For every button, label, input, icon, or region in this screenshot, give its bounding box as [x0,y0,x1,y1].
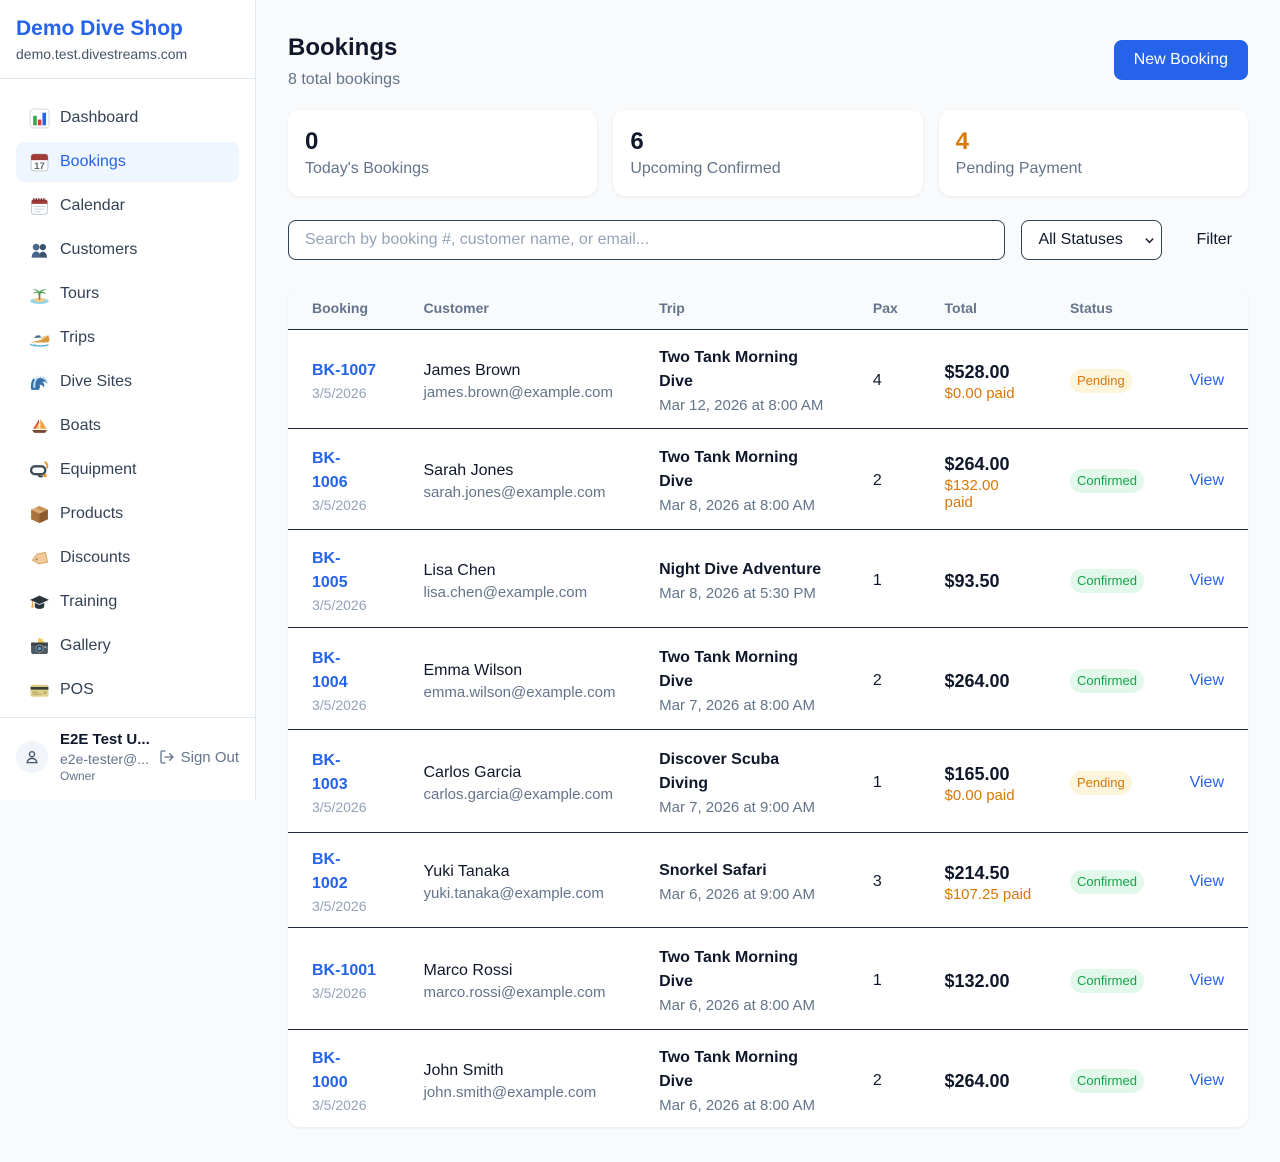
svg-text:17: 17 [34,161,45,172]
